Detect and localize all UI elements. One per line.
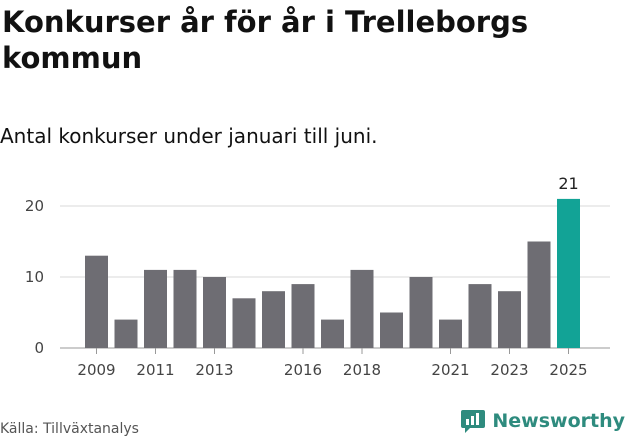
y-tick-label: 0 <box>34 339 44 357</box>
bar <box>468 284 492 348</box>
bar <box>85 255 108 348</box>
bar <box>291 284 315 348</box>
x-tick-label: 2021 <box>431 361 469 379</box>
y-tick-label: 20 <box>25 197 44 215</box>
bar <box>498 291 521 348</box>
source-note: Källa: Tillväxtanalys <box>0 421 139 437</box>
bar-chart: 0 10 20 2009 2011 2013 2016 2018 2021 2023 2025 21 <box>25 174 610 379</box>
x-tick-label: 2009 <box>77 361 115 379</box>
bar <box>114 319 138 348</box>
bar <box>144 269 167 348</box>
x-tick-label: 2011 <box>136 361 174 379</box>
brand-name: Newsworthy <box>492 410 625 432</box>
newsworthy-logo-icon <box>461 410 486 433</box>
brand: Newsworthy <box>460 408 625 434</box>
bar <box>380 312 403 348</box>
bar <box>557 198 580 348</box>
x-tick-label: 2025 <box>549 361 587 379</box>
bar <box>203 277 226 348</box>
x-tick-label: 2023 <box>490 361 528 379</box>
bar <box>173 269 197 348</box>
bar <box>321 319 344 348</box>
bar <box>262 291 285 348</box>
x-tick-label: 2013 <box>195 361 233 379</box>
bar <box>439 319 462 348</box>
data-label: 21 <box>558 174 578 193</box>
chart-subtitle: Antal konkurser under januari till juni. <box>0 124 378 148</box>
x-tick-label: 2016 <box>284 361 322 379</box>
bar <box>232 298 256 348</box>
chart-title: Konkurser år för år i Trelleborgs kommun <box>2 5 529 75</box>
y-tick-label: 10 <box>25 268 44 286</box>
x-tick-label: 2018 <box>343 361 381 379</box>
bar <box>527 241 551 348</box>
bar <box>409 277 433 348</box>
bar <box>350 269 374 348</box>
